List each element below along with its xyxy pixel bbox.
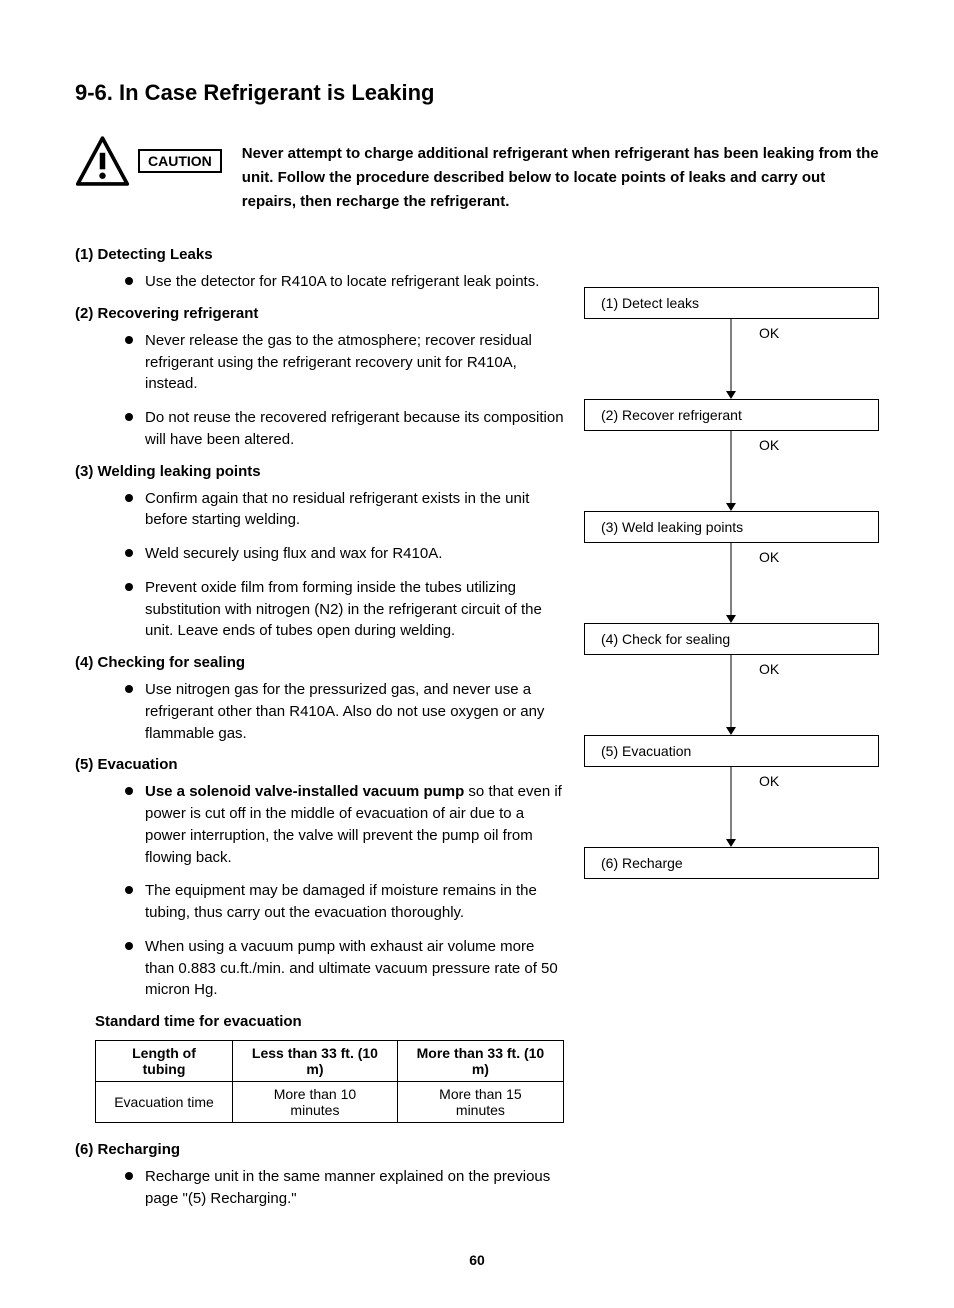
list-item: The equipment may be damaged if moisture… (75, 880, 564, 924)
step-heading: (6) Recharging (75, 1141, 564, 1158)
step-heading: (4) Checking for sealing (75, 654, 564, 671)
flowchart: (1) Detect leaks OK (2) Recover refriger… (584, 242, 879, 879)
ok-label: OK (759, 437, 779, 453)
arrow-down-icon (726, 767, 746, 847)
step-heading: (5) Evacuation (75, 756, 564, 773)
ok-label: OK (759, 773, 779, 789)
content-row: (1) Detecting Leaks Use the detector for… (75, 242, 879, 1222)
list-item: Prevent oxide film from forming inside t… (75, 577, 564, 642)
step-heading: (3) Welding leaking points (75, 463, 564, 480)
warning-icon (75, 134, 130, 189)
table-header: Less than 33 ft. (10 m) (233, 1041, 398, 1082)
arrow-down-icon (726, 319, 746, 399)
list-item: Recharge unit in the same manner explain… (75, 1166, 564, 1210)
flow-connector: OK (584, 319, 879, 399)
page: 9-6. In Case Refrigerant is Leaking CAUT… (0, 0, 954, 1308)
bullet-list: Recharge unit in the same manner explain… (75, 1166, 564, 1210)
step-heading: (1) Detecting Leaks (75, 246, 564, 263)
table-header: More than 33 ft. (10 m) (397, 1041, 563, 1082)
bullet-list: Use the detector for R410A to locate ref… (75, 271, 564, 293)
left-column: (1) Detecting Leaks Use the detector for… (75, 242, 584, 1222)
list-item: Never release the gas to the atmosphere;… (75, 330, 564, 395)
table-cell: Evacuation time (96, 1082, 233, 1123)
list-item: Use a solenoid valve-installed vacuum pu… (75, 781, 564, 868)
flow-node: (3) Weld leaking points (584, 511, 879, 543)
caution-block: CAUTION Never attempt to charge addition… (75, 134, 879, 214)
flow-node: (1) Detect leaks (584, 287, 879, 319)
section-title: 9-6. In Case Refrigerant is Leaking (75, 80, 879, 106)
ok-label: OK (759, 325, 779, 341)
list-item: Do not reuse the recovered refrigerant b… (75, 407, 564, 451)
flow-node: (6) Recharge (584, 847, 879, 879)
flow-node: (2) Recover refrigerant (584, 399, 879, 431)
bullet-list: Confirm again that no residual refrigera… (75, 488, 564, 643)
table-header: Length of tubing (96, 1041, 233, 1082)
arrow-down-icon (726, 543, 746, 623)
page-number: 60 (75, 1252, 879, 1268)
step-heading: (2) Recovering refrigerant (75, 305, 564, 322)
list-item: Use nitrogen gas for the pressurized gas… (75, 679, 564, 744)
flow-node: (5) Evacuation (584, 735, 879, 767)
table-row: Length of tubing Less than 33 ft. (10 m)… (96, 1041, 564, 1082)
flow-connector: OK (584, 543, 879, 623)
ok-label: OK (759, 661, 779, 677)
list-item: Use the detector for R410A to locate ref… (75, 271, 564, 293)
arrow-down-icon (726, 431, 746, 511)
list-item: Weld securely using flux and wax for R41… (75, 543, 564, 565)
list-item: When using a vacuum pump with exhaust ai… (75, 936, 564, 1001)
bold-span: Use a solenoid valve-installed vacuum pu… (145, 783, 464, 800)
flow-node: (4) Check for sealing (584, 623, 879, 655)
caution-label-box: CAUTION (138, 149, 222, 173)
flow-connector: OK (584, 767, 879, 847)
table-cell: More than 10 minutes (233, 1082, 398, 1123)
ok-label: OK (759, 549, 779, 565)
bullet-list: Never release the gas to the atmosphere;… (75, 330, 564, 451)
flow-connector: OK (584, 431, 879, 511)
table-cell: More than 15 minutes (397, 1082, 563, 1123)
list-item: Confirm again that no residual refrigera… (75, 488, 564, 532)
std-time-label: Standard time for evacuation (95, 1013, 564, 1030)
evacuation-table: Length of tubing Less than 33 ft. (10 m)… (95, 1040, 564, 1123)
bullet-list: Use nitrogen gas for the pressurized gas… (75, 679, 564, 744)
bullet-list: Use a solenoid valve-installed vacuum pu… (75, 781, 564, 1001)
caution-text: Never attempt to charge additional refri… (242, 142, 879, 214)
flow-connector: OK (584, 655, 879, 735)
arrow-down-icon (726, 655, 746, 735)
table-row: Evacuation time More than 10 minutes Mor… (96, 1082, 564, 1123)
